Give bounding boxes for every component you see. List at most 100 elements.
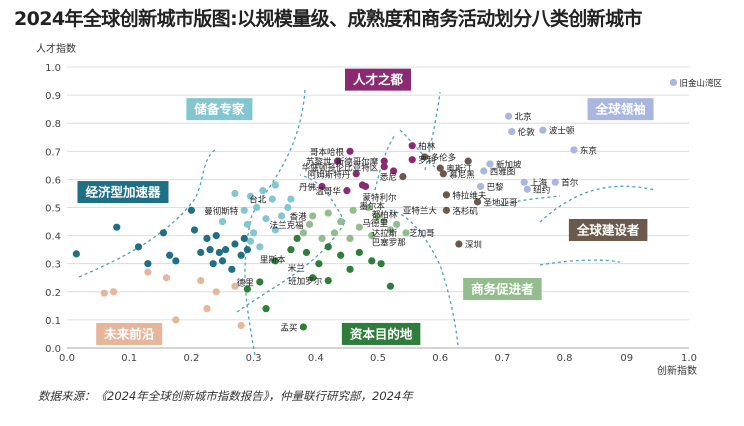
data-point bbox=[284, 203, 292, 212]
data-point bbox=[374, 212, 382, 220]
axes-layer: 0.0 0.1 0.2 0.3 0.4 0.5 0.6 0.7 0.8 0.9 1.0 0.0 0.1 0… bbox=[36, 42, 697, 377]
x-tick-label: 0.0 bbox=[59, 353, 75, 364]
data-point bbox=[246, 237, 255, 245]
category-label-box bbox=[345, 68, 411, 91]
data-point bbox=[442, 206, 451, 214]
annotation-label: 巴塞罗那 bbox=[372, 238, 407, 249]
category-label-box bbox=[463, 277, 542, 300]
data-point bbox=[477, 182, 485, 191]
point-label: 西雅图 bbox=[490, 166, 516, 177]
data-points bbox=[72, 78, 678, 331]
data-point bbox=[436, 164, 444, 172]
data-point bbox=[399, 172, 407, 181]
data-point bbox=[523, 185, 531, 193]
y-axis-label: 人才指数 bbox=[36, 42, 76, 55]
boundary-curve bbox=[539, 185, 656, 223]
x-tick-label: 09 bbox=[620, 353, 633, 364]
point-label: 悉尼 bbox=[380, 172, 397, 183]
point-label: 香港 bbox=[290, 211, 308, 222]
data-point bbox=[243, 220, 251, 228]
category-label: 经济型加速器 bbox=[77, 181, 169, 204]
data-point bbox=[172, 257, 180, 265]
data-point bbox=[100, 289, 108, 297]
data-point bbox=[386, 226, 395, 234]
category-label-box bbox=[587, 98, 654, 121]
data-point bbox=[337, 251, 345, 259]
x-tick-label: 1.0 bbox=[681, 353, 697, 364]
data-point bbox=[346, 234, 354, 243]
category-label-box bbox=[341, 322, 421, 345]
data-point bbox=[393, 220, 401, 228]
data-point bbox=[318, 234, 326, 243]
x-tick-label: 0.3 bbox=[246, 353, 262, 364]
y-tick-label: 0.7 bbox=[45, 147, 61, 158]
data-point bbox=[386, 282, 395, 290]
data-point bbox=[144, 268, 152, 276]
data-point bbox=[464, 157, 472, 165]
category-label-text: 储备专家 bbox=[193, 102, 245, 117]
data-point bbox=[206, 246, 214, 254]
data-point bbox=[324, 276, 332, 285]
data-point bbox=[486, 160, 494, 168]
point-label: 法兰克福 bbox=[270, 220, 304, 231]
data-point bbox=[190, 226, 199, 234]
data-point bbox=[246, 192, 255, 200]
category-label-text: 未来前沿 bbox=[103, 326, 155, 341]
point-label: 斯德哥尔摩 bbox=[336, 157, 379, 168]
data-point bbox=[346, 265, 354, 273]
category-label: 未来前沿 bbox=[96, 322, 163, 345]
data-point bbox=[203, 305, 211, 313]
data-point bbox=[380, 163, 388, 171]
data-point bbox=[271, 257, 279, 265]
data-point bbox=[315, 260, 323, 268]
y-tick-label: 0.0 bbox=[45, 344, 61, 355]
point-label: 东京 bbox=[580, 145, 597, 156]
data-point bbox=[346, 147, 354, 155]
annotation-label: 墨尔本 bbox=[359, 201, 385, 212]
data-point bbox=[402, 229, 410, 237]
data-point bbox=[222, 246, 230, 254]
data-point bbox=[243, 285, 251, 293]
point-label: 纽约 bbox=[533, 185, 550, 196]
point-label: 苏黎世 bbox=[306, 157, 332, 168]
point-label: 温哥华 bbox=[315, 186, 341, 197]
data-point bbox=[309, 212, 317, 220]
point-label: 奥斯汀 bbox=[446, 164, 472, 175]
data-point bbox=[380, 157, 388, 165]
data-point bbox=[212, 288, 220, 296]
data-point bbox=[299, 229, 307, 237]
data-point bbox=[243, 246, 251, 254]
annotation-label: 达拉斯 bbox=[372, 228, 398, 239]
point-label: 慕尼黑 bbox=[449, 169, 475, 180]
data-point bbox=[380, 217, 388, 226]
category-label-box bbox=[77, 181, 169, 204]
point-label: 台北 bbox=[249, 195, 267, 206]
annotation-label: 蒙特利尔 bbox=[362, 193, 397, 204]
annotation-label: 芝加哥 bbox=[409, 228, 435, 239]
x-tick-label: 0.5 bbox=[370, 353, 386, 364]
data-point bbox=[520, 178, 528, 186]
y-tick-label: 0.5 bbox=[45, 204, 61, 215]
data-point bbox=[277, 212, 286, 220]
point-label: 洛杉矶 bbox=[452, 206, 478, 217]
x-tick-label: 0.7 bbox=[494, 353, 510, 364]
data-point bbox=[318, 182, 326, 191]
y-tick-label: 0.8 bbox=[45, 119, 61, 130]
data-point bbox=[256, 243, 264, 251]
data-point bbox=[309, 274, 317, 282]
point-label: 德里 bbox=[237, 277, 255, 288]
data-point bbox=[110, 288, 118, 296]
point-label: 新加坡 bbox=[496, 159, 522, 170]
data-point bbox=[408, 156, 416, 164]
data-point bbox=[197, 276, 205, 285]
data-point bbox=[361, 182, 370, 191]
data-point bbox=[442, 191, 451, 199]
data-point bbox=[250, 229, 258, 237]
category-label-box bbox=[96, 322, 163, 345]
x-tick-label: 0.6 bbox=[432, 353, 448, 364]
category-label: 商务促进者 bbox=[463, 277, 542, 300]
data-point bbox=[365, 203, 373, 212]
data-point bbox=[293, 234, 301, 243]
